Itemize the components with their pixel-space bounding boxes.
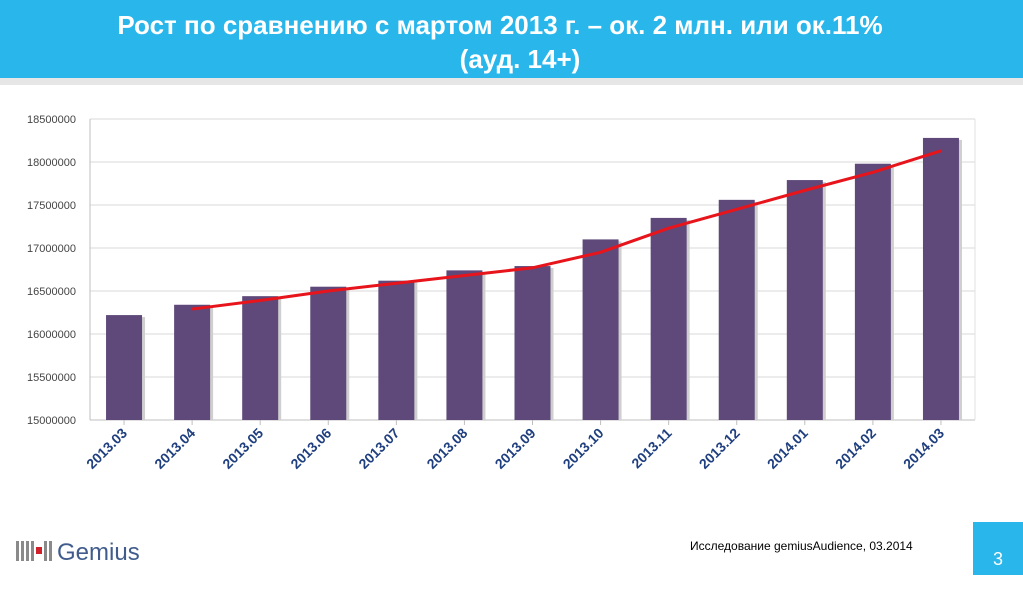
x-tick-label: 2013.03	[83, 425, 130, 472]
bars	[106, 137, 962, 421]
x-tick-label: 2013.05	[219, 425, 266, 472]
bar-chart: 15000000 15500000 16000000 16500000 17000000…	[27, 114, 976, 472]
page-number: 3	[973, 522, 1023, 575]
x-tick-label: 2013.06	[287, 425, 334, 472]
header-divider	[0, 78, 1023, 85]
y-tick-label: 17500000	[27, 200, 76, 212]
x-tick-label: 2013.10	[560, 425, 607, 472]
y-tick-label: 17000000	[27, 243, 76, 255]
bar	[106, 315, 143, 420]
bar	[582, 239, 619, 420]
logo-text: Gemius	[57, 539, 140, 566]
bar	[922, 137, 959, 421]
x-tick-label: 2013.12	[696, 425, 743, 472]
x-tick-label: 2014.02	[832, 425, 879, 472]
slide-title-line1: Рост по сравнению с мартом 2013 г. – ок.…	[117, 10, 883, 40]
bar	[174, 304, 211, 420]
slide-title-line2: (ауд. 14+)	[459, 44, 581, 74]
bar	[854, 163, 891, 420]
logo-mark-icon	[16, 541, 52, 561]
bar	[446, 270, 483, 420]
x-tick-label: 2013.11	[628, 425, 675, 472]
bar	[310, 286, 347, 420]
x-tick-label: 2013.07	[355, 425, 402, 472]
bar	[718, 199, 755, 420]
trend-polyline	[191, 149, 942, 311]
source-note: Исследование gemiusAudience, 03.2014	[690, 539, 913, 553]
bar	[514, 266, 551, 420]
bar	[650, 217, 687, 420]
bar	[242, 296, 279, 420]
y-tick-label: 18500000	[27, 114, 76, 126]
y-tick-label: 15500000	[27, 372, 76, 384]
x-tick-label: 2014.01	[764, 425, 811, 472]
y-tick-label: 16500000	[27, 286, 76, 298]
x-tick-label: 2013.09	[492, 425, 539, 472]
x-tick-label: 2014.03	[900, 425, 947, 472]
x-tick-label: 2013.08	[423, 425, 470, 472]
y-tick-label: 15000000	[27, 415, 76, 427]
trend-line	[191, 149, 942, 311]
gemius-logo: Gemius	[16, 539, 140, 566]
bar	[378, 280, 415, 420]
slide-header: Рост по сравнению с мартом 2013 г. – ок.…	[0, 0, 1023, 78]
bar	[786, 180, 823, 420]
x-tick-label: 2013.04	[151, 425, 198, 472]
y-tick-label: 18000000	[27, 157, 76, 169]
y-tick-label: 16000000	[27, 329, 76, 341]
